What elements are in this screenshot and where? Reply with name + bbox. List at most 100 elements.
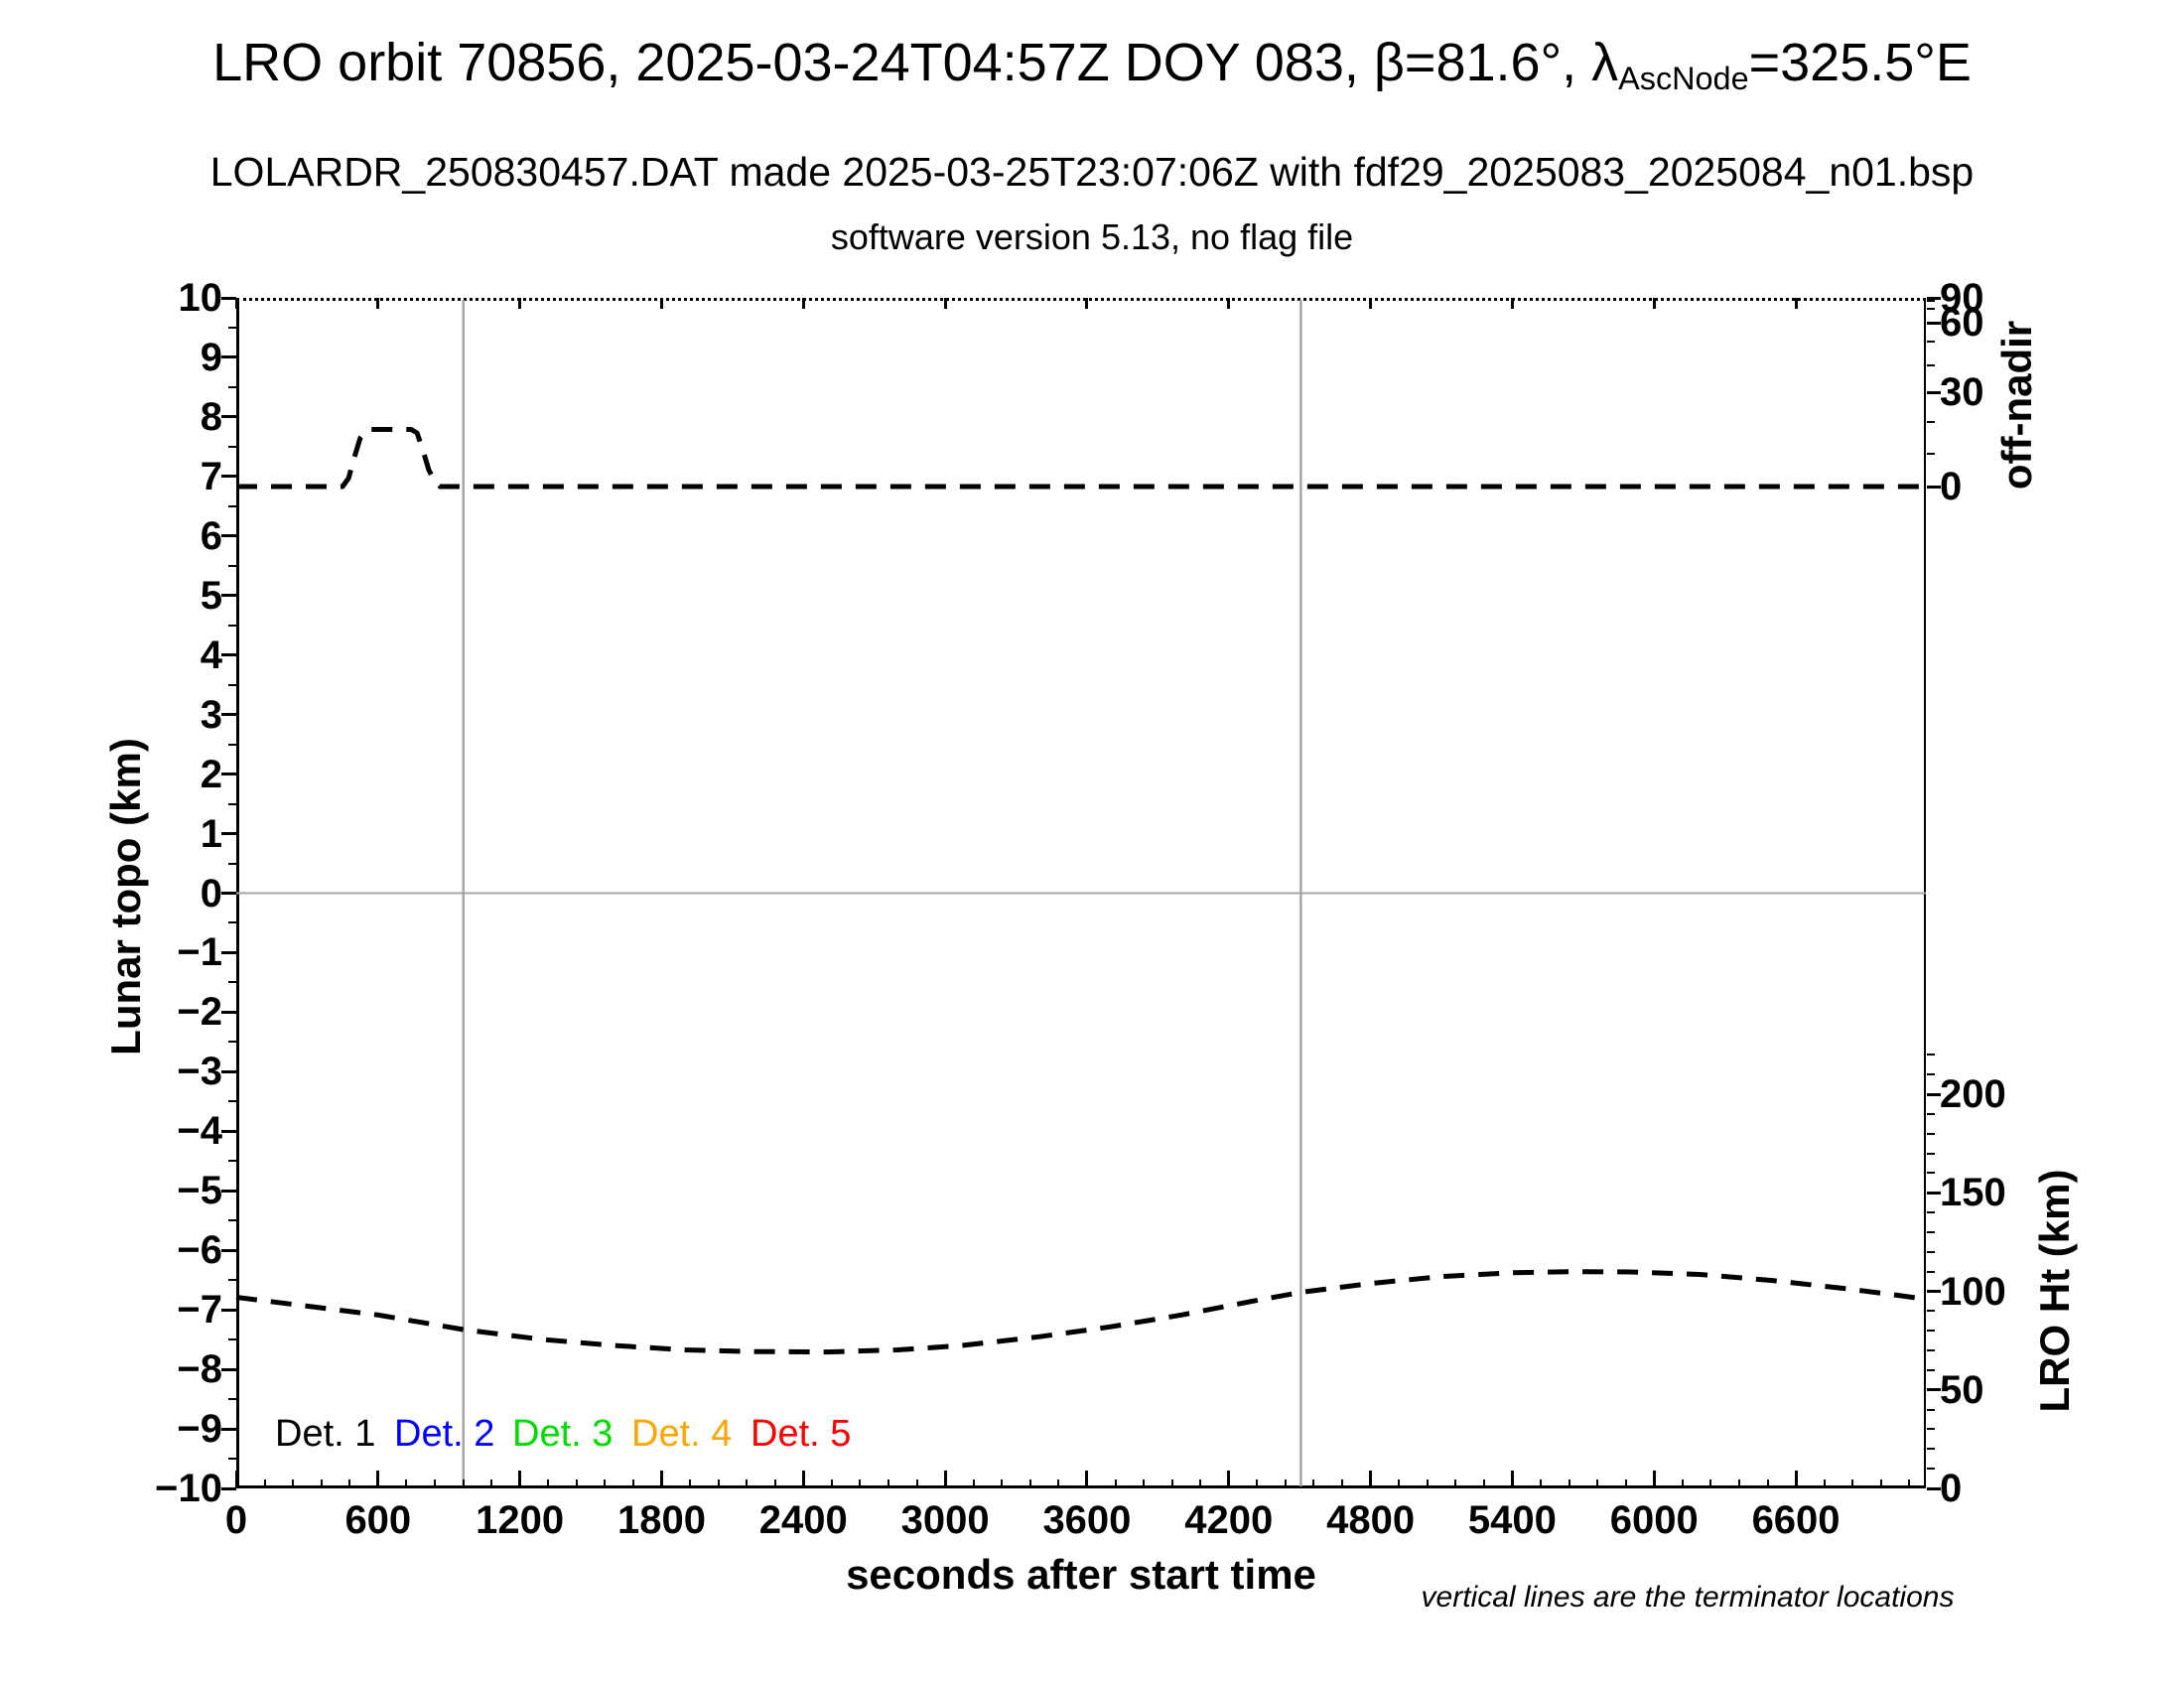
lro-ht-minor-tick — [1927, 1468, 1935, 1471]
y-left-minor-tick — [228, 1160, 236, 1163]
x-minor-tick — [1143, 1479, 1146, 1488]
offnadir-minor-tick — [1927, 341, 1935, 344]
lro-ht-minor-tick — [1927, 1054, 1935, 1056]
x-minor-tick — [1624, 1479, 1627, 1488]
x-minor-tick — [689, 1479, 692, 1488]
y-left-minor-tick — [228, 921, 236, 924]
x-minor-tick — [1681, 1479, 1684, 1488]
x-major-tick — [659, 1471, 663, 1488]
x-minor-tick — [915, 1479, 918, 1488]
y-left-tick-label: −5 — [177, 1169, 222, 1213]
y-left-minor-tick — [228, 385, 236, 388]
y-left-tick-label: −3 — [177, 1050, 222, 1094]
x-tick-label: 4200 — [1184, 1498, 1274, 1542]
x-top-major-tick — [376, 298, 380, 309]
x-minor-tick — [1312, 1479, 1315, 1488]
x-major-tick — [801, 1471, 805, 1488]
x-top-major-tick — [234, 298, 238, 309]
x-minor-tick — [1114, 1479, 1117, 1488]
x-minor-tick — [717, 1479, 720, 1488]
y-left-minor-tick — [228, 504, 236, 507]
x-minor-tick — [490, 1479, 493, 1488]
lro-ht-tick-label: 0 — [1940, 1467, 1963, 1510]
lro-ht-minor-tick — [1927, 1310, 1935, 1313]
y-left-major-tick — [221, 296, 236, 300]
y-left-minor-tick — [228, 1100, 236, 1103]
x-major-tick — [376, 1471, 380, 1488]
y-left-major-tick — [221, 1189, 236, 1193]
x-tick-label: 1800 — [616, 1498, 706, 1542]
lro-ht-major-tick — [1927, 1092, 1941, 1096]
title-suffix: =325.5°E — [1748, 33, 1972, 92]
version-line: software version 5.13, no flag file — [830, 216, 1354, 257]
x-major-tick — [1369, 1471, 1373, 1488]
offnadir-major-tick — [1927, 296, 1941, 300]
y-left-tick-label: 3 — [200, 692, 222, 737]
lro-ht-axis-title: LRO Ht (km) — [2031, 1169, 2078, 1413]
x-minor-tick — [1426, 1479, 1429, 1488]
offnadir-minor-tick — [1927, 308, 1935, 311]
y-left-major-tick — [221, 475, 236, 479]
y-left-major-tick — [221, 415, 236, 419]
y-left-minor-tick — [228, 1279, 236, 1282]
lro-ht-minor-tick — [1927, 1211, 1935, 1214]
y-left-major-tick — [221, 1367, 236, 1371]
x-minor-tick — [1341, 1479, 1344, 1488]
y-left-minor-tick — [228, 862, 236, 865]
x-major-tick — [1510, 1471, 1514, 1488]
y-left-major-tick — [221, 713, 236, 717]
y-left-tick-label: 10 — [178, 276, 223, 320]
x-tick-label: 5400 — [1467, 1498, 1557, 1542]
lro-ht-tick-label: 150 — [1940, 1171, 2006, 1215]
y-left-tick-label: −10 — [155, 1467, 222, 1510]
x-minor-tick — [1766, 1479, 1769, 1488]
lro-ht-minor-tick — [1927, 1250, 1935, 1253]
y-left-minor-tick — [228, 1219, 236, 1222]
x-minor-tick — [972, 1479, 975, 1488]
lro-ht-minor-tick — [1927, 1230, 1935, 1233]
offnadir-major-tick — [1927, 321, 1941, 325]
y-left-tick-label: −8 — [177, 1347, 222, 1392]
x-minor-tick — [433, 1479, 436, 1488]
offnadir-minor-tick — [1927, 299, 1935, 302]
y-left-minor-tick — [228, 564, 236, 567]
y-left-tick-label: 4 — [200, 633, 222, 677]
legend-item-det-4: Det. 4 — [631, 1413, 733, 1455]
lro-ht-tick-label: 50 — [1940, 1367, 1984, 1412]
x-tick-label: 6600 — [1751, 1498, 1841, 1542]
offnadir-tick-label: 90 — [1940, 276, 1984, 320]
x-minor-tick — [1879, 1479, 1882, 1488]
legend-item-det-5: Det. 5 — [751, 1413, 852, 1455]
x-minor-tick — [1568, 1479, 1570, 1488]
y-left-tick-label: 9 — [200, 335, 222, 379]
y-left-tick-label: −4 — [177, 1109, 222, 1154]
x-tick-label: 3000 — [900, 1498, 990, 1542]
y-left-major-tick — [221, 1308, 236, 1312]
lro-ht-minor-tick — [1927, 1428, 1935, 1431]
x-minor-tick — [320, 1479, 323, 1488]
y-left-major-tick — [221, 950, 236, 954]
y-left-major-tick — [221, 1248, 236, 1252]
x-axis-title: seconds after start time — [846, 1551, 1316, 1598]
x-minor-tick — [1256, 1479, 1259, 1488]
x-minor-tick — [773, 1479, 776, 1488]
y-left-minor-tick — [228, 445, 236, 448]
offnadir-minor-tick — [1927, 363, 1935, 366]
offnadir-minor-tick — [1927, 421, 1935, 424]
x-minor-tick — [1028, 1479, 1031, 1488]
x-minor-tick — [1539, 1479, 1542, 1488]
x-minor-tick — [405, 1479, 408, 1488]
offnadir-major-tick — [1927, 390, 1941, 394]
x-top-major-tick — [801, 298, 805, 309]
page-title: LRO orbit 70856, 2025-03-24T04:57Z DOY 0… — [0, 32, 2184, 97]
offnadir-axis-title: off-nadir — [1993, 320, 2040, 491]
x-minor-tick — [1170, 1479, 1173, 1488]
x-major-tick — [234, 1471, 238, 1488]
y-left-tick-label: −2 — [177, 990, 222, 1035]
y-left-tick-label: −6 — [177, 1228, 222, 1273]
x-minor-tick — [348, 1479, 351, 1488]
x-minor-tick — [1596, 1479, 1599, 1488]
y-left-minor-tick — [228, 1458, 236, 1461]
y-left-tick-label: 5 — [200, 573, 222, 618]
